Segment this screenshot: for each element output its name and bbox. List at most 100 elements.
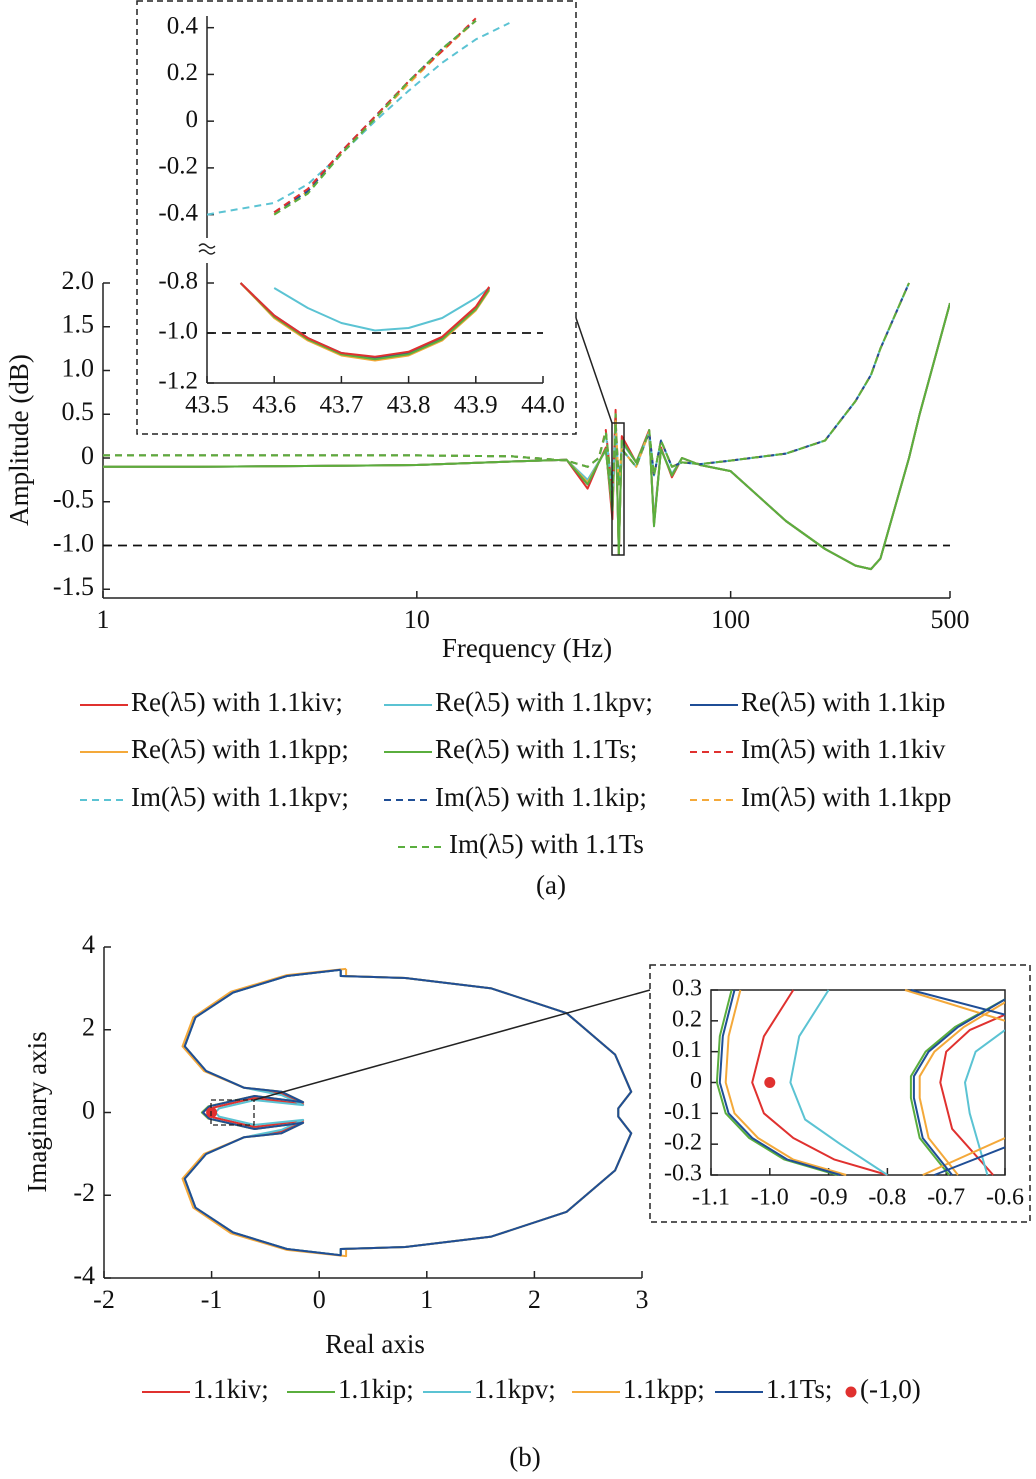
x-axis-label: Real axis [325,1329,425,1359]
series-line [239,282,491,358]
x-tick-label: 44.0 [521,392,565,419]
x-tick-label: 43.8 [387,392,431,419]
legend-label: 1.1kpp; [623,1374,705,1404]
x-tick-label: 3 [636,1285,649,1314]
series-line [724,989,1005,1176]
legend-label: 1.1kpv; [474,1374,556,1404]
series-line [239,282,491,362]
series-line [789,989,1005,1176]
y-tick-label: 4 [82,930,95,959]
zoom-connector [575,317,613,424]
zoom-box [210,1099,255,1126]
y-tick-label: -0.1 [664,1099,702,1125]
legend-label: Im(λ5) with 1.1Ts [449,829,644,859]
x-tick-label: -1 [201,1285,223,1314]
series-line [103,302,950,571]
plot-area [207,282,543,362]
plot-area [207,17,510,216]
legend-label: Im(λ5) with 1.1kpv; [131,782,349,812]
x-tick-label: 43.5 [185,392,229,419]
plot-area [715,989,1005,1176]
y-tick-label: 2.0 [62,266,95,295]
series-line [718,989,1005,1176]
legend-label: Re(λ5) with 1.1kip [741,687,945,717]
x-tick-label: -0.7 [927,1185,965,1211]
series-line [103,302,950,571]
x-tick-label: 2 [528,1285,541,1314]
series-line [103,282,910,494]
legend-label: Re(λ5) with 1.1kpp; [131,734,349,764]
y-tick-label: 0 [690,1068,702,1094]
y-axis-label: Imaginary axis [22,1031,52,1192]
series-line [103,302,950,571]
y-tick-label: 0 [82,1095,95,1124]
series-line [273,19,477,216]
y-tick-label: -0.3 [664,1161,702,1187]
y-tick-label: 0.2 [672,1006,702,1032]
inset-frame [649,964,1031,1223]
y-tick-label: -0.4 [158,199,198,226]
x-tick-label: 500 [931,605,970,634]
x-tick-label: 1 [420,1285,433,1314]
y-tick-label: 1.0 [62,353,95,382]
series-line [751,989,1005,1176]
y-tick-label: -4 [73,1261,95,1290]
plot-frame [710,989,1006,1176]
caption: (b) [509,1442,540,1472]
series-line [239,282,491,361]
x-tick-label: 0 [313,1285,326,1314]
y-tick-label: -1.5 [53,572,94,601]
legend-label: Im(λ5) with 1.1kiv [741,734,946,764]
x-tick-label: -0.8 [868,1185,906,1211]
legend-label: 1.1kip; [338,1374,414,1404]
x-tick-label: -1.0 [751,1185,789,1211]
y-tick-label: 0 [186,106,199,133]
y-tick-label: 0.1 [672,1037,702,1063]
series-line [183,968,633,1257]
y-tick-label: -1.0 [158,318,198,345]
y-tick-label: 0.3 [672,976,702,1002]
x-tick-label: 100 [711,605,750,634]
charts: -1.5-1.0-0.500.51.01.52.01 10 100 500Freque… [4,12,1024,1472]
series-line [103,302,950,571]
zoom-box [611,422,625,556]
legend-label: Im(λ5) with 1.1kpp [741,782,951,812]
y-tick-label: 0 [81,441,94,470]
y-tick-label: 2 [82,1013,95,1042]
y-tick-label: 1.5 [62,310,95,339]
series-line [273,287,490,332]
plot-area [103,282,950,571]
y-tick-label: -0.5 [53,485,94,514]
y-tick-label: 0.2 [167,59,198,86]
legend-label: Re(λ5) with 1.1kpv; [435,687,653,717]
legend-label: Im(λ5) with 1.1kip; [435,782,647,812]
axis-break [198,243,216,255]
series-line [273,19,477,214]
x-tick-label: 43.7 [320,392,364,419]
plot-area [181,967,633,1258]
legend-label: Re(λ5) with 1.1Ts; [435,734,637,764]
x-tick-label: 43.9 [454,392,498,419]
y-tick-label: -2 [73,1178,95,1207]
legend-label: (-1,0) [860,1374,921,1404]
y-tick-label: 0.4 [167,12,199,39]
x-tick-label: -2 [93,1285,115,1314]
y-tick-label: -1.0 [53,528,94,557]
series-line [103,302,950,571]
x-tick-label: -0.9 [810,1185,848,1211]
series-line [207,22,510,216]
x-tick-label: -0.6 [986,1185,1024,1211]
legend-label: 1.1Ts; [766,1374,832,1404]
x-tick-label: 10 [404,605,430,634]
legend-label: 1.1kiv; [193,1374,269,1404]
x-tick-label: -1.1 [692,1185,730,1211]
y-tick-label: -0.8 [158,268,198,295]
y-tick-label: 0.5 [62,397,95,426]
y-tick-label: -1.2 [158,368,198,395]
zoom-connector [253,989,651,1101]
point [764,1077,776,1088]
x-tick-label: 43.6 [252,392,296,419]
x-tick-label: 1 [97,605,110,634]
